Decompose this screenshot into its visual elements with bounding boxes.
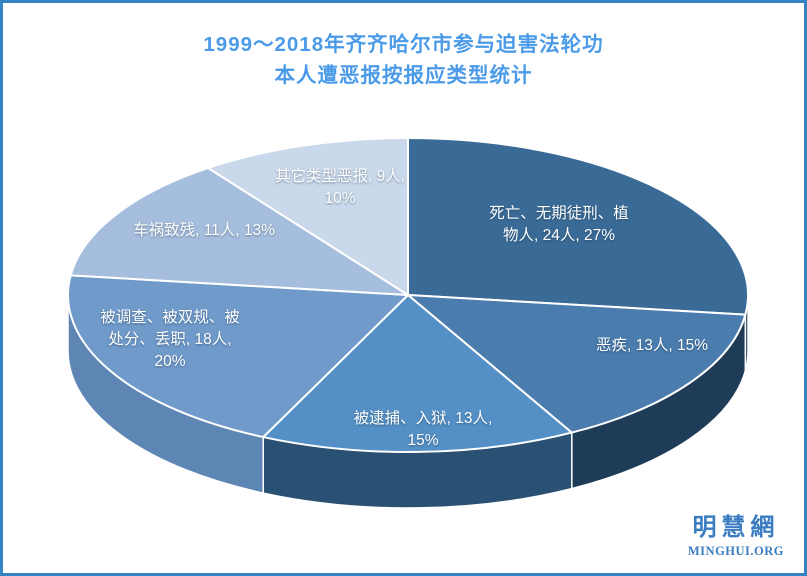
minghui-logo: 明慧網 MINGHUI.ORG [688,507,784,559]
pie-slice-top-4 [69,166,409,296]
pie-slice-top-1 [407,294,747,434]
pie-slice-top-5 [207,137,409,296]
chart-title: 1999～2018年齐齐哈尔市参与迫害法轮功 本人遭恶报按报应类型统计 [3,29,804,91]
pie-slice-top-0 [407,137,749,316]
logo-chinese: 明慧網 [692,515,780,541]
logo-domain: MINGHUI.ORG [687,544,784,558]
chart-title-line1: 1999～2018年齐齐哈尔市参与迫害法轮功 [203,33,604,56]
chart-title-line2: 本人遭恶报按报应类型统计 [274,64,533,87]
pie-slice-top-2 [262,294,573,453]
pie-slice-top-3 [67,274,409,439]
pie-chart [67,137,749,509]
